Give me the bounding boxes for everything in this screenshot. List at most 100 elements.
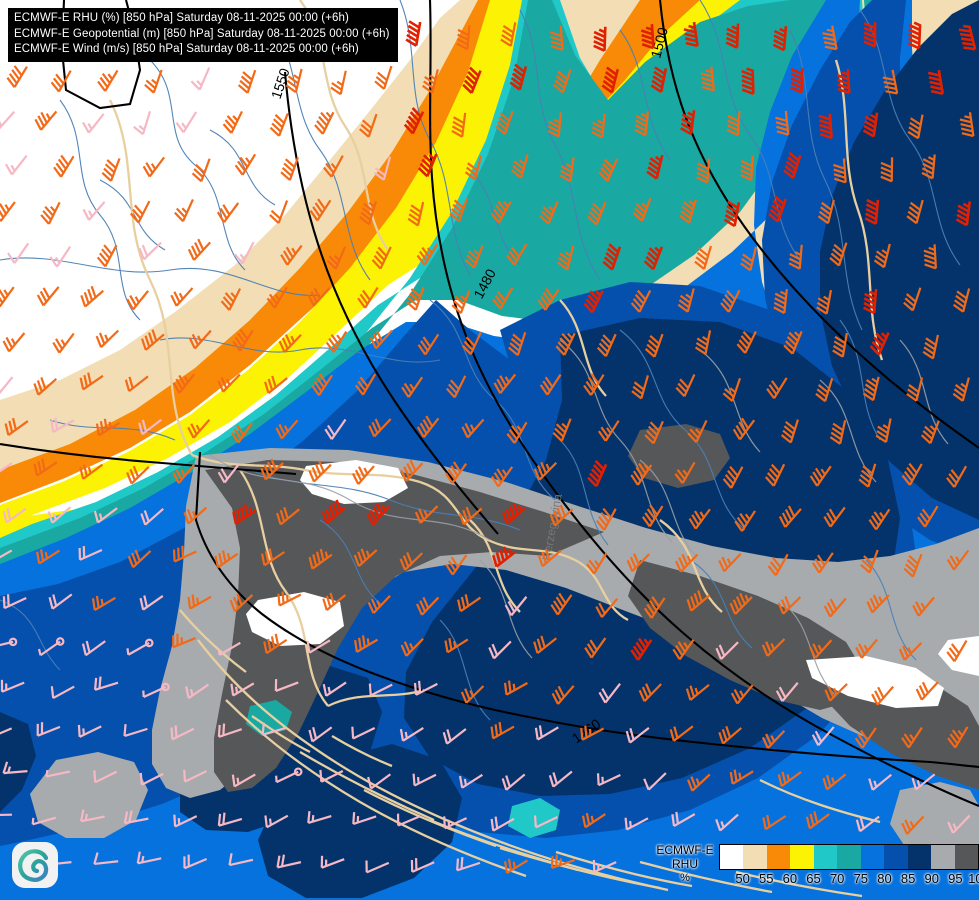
wind-barb[interactable]: [366, 675, 393, 697]
wind-barb[interactable]: [167, 719, 195, 741]
wind-barb[interactable]: [227, 849, 254, 867]
wind-barb[interactable]: [790, 67, 804, 94]
wind-barb[interactable]: [685, 766, 711, 792]
wind-barb[interactable]: [227, 587, 254, 613]
wind-barb[interactable]: [547, 501, 574, 527]
wind-barb[interactable]: [310, 369, 333, 396]
wind-barb[interactable]: [492, 368, 517, 394]
wind-barb[interactable]: [0, 718, 13, 739]
wind-barb[interactable]: [330, 68, 347, 96]
wind-barb[interactable]: [910, 590, 935, 617]
wind-barb[interactable]: [185, 587, 212, 610]
wind-barb[interactable]: [822, 501, 846, 528]
wind-barb[interactable]: [187, 323, 212, 350]
wind-barb[interactable]: [760, 807, 787, 831]
wind-barb[interactable]: [511, 152, 529, 179]
wind-barb[interactable]: [859, 546, 879, 574]
wind-barb[interactable]: [906, 197, 924, 225]
wind-barb[interactable]: [882, 69, 899, 96]
wind-barb[interactable]: [51, 327, 75, 354]
wind-barb[interactable]: [350, 459, 375, 485]
wind-barb[interactable]: [273, 413, 299, 440]
wind-barb[interactable]: [215, 719, 243, 738]
wind-barb[interactable]: [631, 372, 649, 400]
wind-barb[interactable]: [0, 500, 27, 524]
wind-barb[interactable]: [667, 717, 694, 742]
wind-barb[interactable]: [598, 154, 619, 182]
wind-barb[interactable]: [318, 849, 345, 869]
wind-barb[interactable]: [442, 630, 469, 654]
wind-barb[interactable]: [0, 104, 16, 131]
wind-barb[interactable]: [272, 672, 299, 692]
wind-barb[interactable]: [5, 61, 28, 88]
wind-barb[interactable]: [727, 762, 754, 785]
wind-barb[interactable]: [5, 237, 30, 264]
wind-barb[interactable]: [907, 21, 922, 50]
wind-barb[interactable]: [899, 809, 925, 835]
wind-barb[interactable]: [906, 375, 924, 402]
wind-barb[interactable]: [451, 287, 471, 314]
wind-barb[interactable]: [853, 808, 880, 833]
wind-barb[interactable]: [459, 412, 485, 439]
wind-barb[interactable]: [803, 805, 830, 830]
wind-barb[interactable]: [269, 110, 289, 137]
wind-barb[interactable]: [185, 413, 211, 439]
wind-barb[interactable]: [630, 286, 652, 313]
wind-barb[interactable]: [1, 326, 26, 353]
wind-barb[interactable]: [740, 244, 758, 272]
wind-barb[interactable]: [407, 200, 425, 227]
wind-barb[interactable]: [593, 26, 607, 52]
wind-barb[interactable]: [0, 672, 25, 693]
wind-barb[interactable]: [398, 456, 424, 482]
wind-barb[interactable]: [774, 676, 799, 702]
wind-barb[interactable]: [637, 676, 662, 702]
wind-barb[interactable]: [222, 107, 243, 134]
wind-barb[interactable]: [760, 723, 786, 749]
wind-barb[interactable]: [866, 766, 892, 791]
wind-barb[interactable]: [582, 369, 605, 396]
wind-barb[interactable]: [622, 809, 649, 831]
wind-barb[interactable]: [324, 326, 348, 353]
wind-barb[interactable]: [461, 66, 482, 94]
wind-barb[interactable]: [832, 331, 848, 358]
wind-barb[interactable]: [186, 235, 211, 261]
wind-barb[interactable]: [532, 718, 559, 741]
wind-barb[interactable]: [228, 674, 255, 697]
wind-barb[interactable]: [486, 634, 512, 660]
wind-barb[interactable]: [215, 367, 241, 393]
wind-barb[interactable]: [278, 239, 303, 266]
wind-barb[interactable]: [640, 500, 664, 528]
wind-barb[interactable]: [829, 418, 847, 445]
wind-barb[interactable]: [596, 415, 620, 442]
wind-barb[interactable]: [362, 853, 390, 874]
wind-barb[interactable]: [499, 766, 526, 791]
wind-barb[interactable]: [550, 679, 575, 705]
wind-barb[interactable]: [722, 462, 744, 489]
wind-barb[interactable]: [75, 540, 103, 561]
wind-barb[interactable]: [820, 766, 847, 791]
wind-barb[interactable]: [729, 678, 754, 705]
wind-barb[interactable]: [306, 718, 333, 743]
wind-barb[interactable]: [602, 243, 622, 271]
wind-barb[interactable]: [775, 589, 802, 615]
wind-barb[interactable]: [277, 327, 302, 353]
wind-barb[interactable]: [684, 587, 711, 612]
wind-barb[interactable]: [260, 717, 287, 736]
wind-barb[interactable]: [642, 592, 666, 619]
wind-barb[interactable]: [547, 112, 562, 138]
wind-barb[interactable]: [456, 766, 483, 789]
wind-barb[interactable]: [365, 765, 392, 790]
wind-barb[interactable]: [531, 807, 558, 829]
wind-barb[interactable]: [821, 25, 838, 52]
wind-barb[interactable]: [413, 498, 439, 524]
wind-barb[interactable]: [952, 286, 971, 313]
wind-barb[interactable]: [777, 502, 802, 528]
wind-barb[interactable]: [810, 547, 834, 574]
wind-barb[interactable]: [137, 764, 164, 786]
wind-barb[interactable]: [33, 541, 61, 565]
wind-barb[interactable]: [230, 501, 257, 525]
wind-barb[interactable]: [35, 280, 60, 307]
wind-barb[interactable]: [403, 107, 425, 135]
wind-barb[interactable]: [456, 24, 471, 51]
wind-barb[interactable]: [180, 761, 208, 783]
